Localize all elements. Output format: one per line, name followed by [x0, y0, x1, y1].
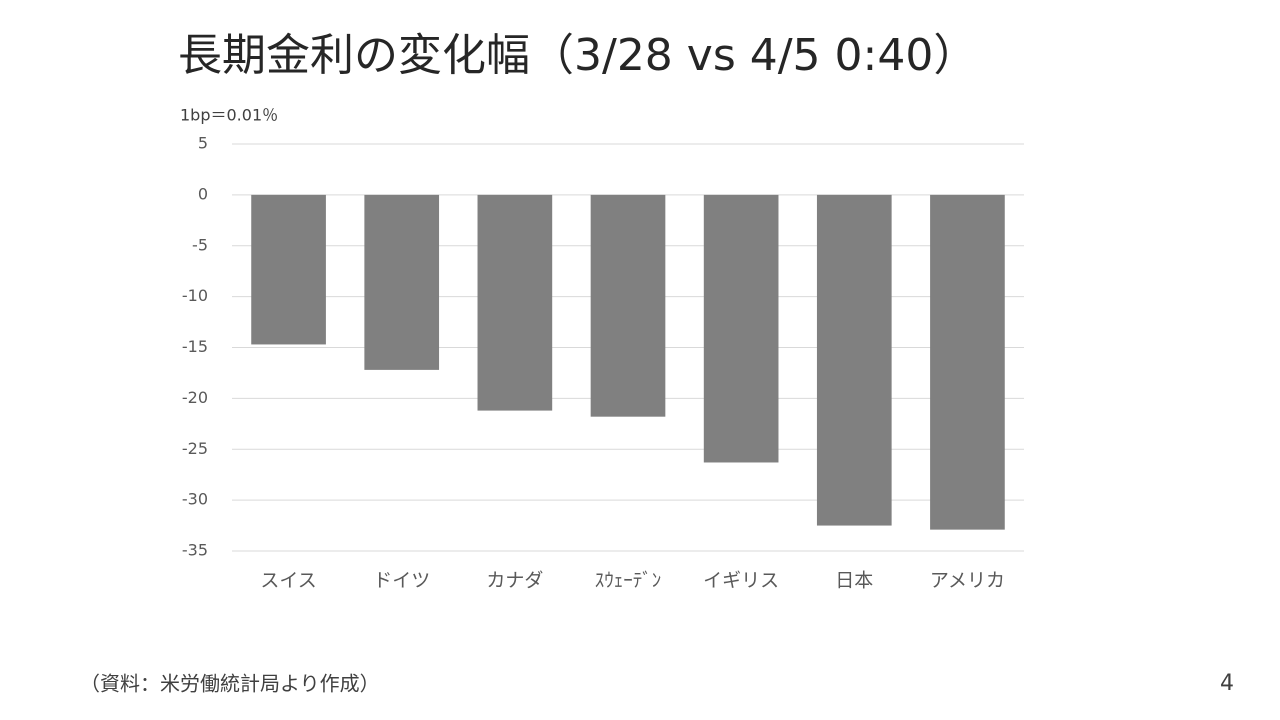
- y-tick-label: -25: [182, 439, 208, 458]
- bar: [251, 194, 326, 345]
- bar: [477, 194, 553, 411]
- y-tick-label: 0: [198, 184, 208, 203]
- y-tick-label: -15: [182, 337, 208, 356]
- y-tick-label: -30: [182, 490, 208, 509]
- chart-title: 長期金利の変化幅（3/28 vs 4/5 0:40）: [178, 30, 977, 81]
- bar: [930, 194, 1005, 530]
- x-tick-label: 日本: [835, 570, 873, 592]
- x-tick-label: スイス: [260, 570, 316, 592]
- y-axis-label: 1bp＝0.01％: [180, 106, 278, 125]
- x-tick-label: イギリス: [703, 570, 779, 592]
- page-number: 4: [1220, 671, 1234, 696]
- x-tick-label: ｽｳｪｰﾃﾞﾝ: [595, 570, 662, 592]
- bar: [703, 194, 779, 463]
- bar: [364, 194, 440, 370]
- source-note: （資料：米労働統計局より作成）: [80, 672, 380, 696]
- bar: [816, 194, 892, 526]
- bar: [590, 194, 666, 417]
- y-tick-label: -10: [182, 286, 208, 305]
- y-tick-label: -20: [182, 388, 208, 407]
- y-tick-label: -5: [192, 235, 208, 254]
- y-tick-label: -35: [182, 541, 208, 560]
- x-tick-label: ドイツ: [373, 570, 430, 592]
- y-tick-label: 5: [198, 134, 208, 153]
- x-tick-label: カナダ: [486, 570, 543, 592]
- x-tick-label: アメリカ: [930, 570, 1005, 592]
